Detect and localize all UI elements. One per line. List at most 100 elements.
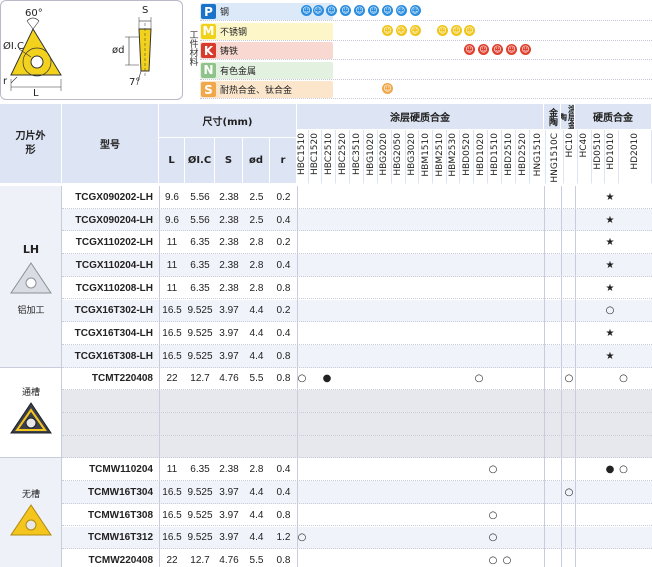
suitability-face-icon: ☺	[301, 5, 312, 16]
workpiece-material-label: 工件材料	[185, 2, 199, 100]
dim-cell: 2.5	[249, 191, 264, 203]
header-grade-hbg1020: HBG1020	[364, 130, 378, 184]
grade-label: HBM2510	[434, 133, 445, 177]
dim-cell: 0.8	[276, 350, 291, 362]
header-grade-hbd2510: HBD2510	[502, 130, 516, 184]
model-cell: TCGX110204-LH	[75, 259, 153, 271]
dim-cell: 3.97	[219, 486, 239, 498]
dim-cell: 2.38	[219, 191, 239, 203]
dim-cell: 4.76	[219, 555, 239, 567]
model-cell: TCMW16T308	[87, 509, 153, 521]
suitable-circle-icon: ○	[619, 373, 628, 385]
model-cell	[62, 390, 159, 413]
dim-cell: 16.5	[162, 328, 182, 340]
suitability-face-icon: ☺	[451, 24, 462, 36]
dim-cell: 4.4	[249, 328, 264, 340]
dim-cell	[215, 390, 243, 413]
table-row	[62, 276, 652, 300]
dim-cell: 0.8	[276, 282, 291, 294]
dim-cell: 0.4	[276, 486, 291, 498]
grade-label: HBM2530	[448, 133, 458, 177]
header-grade-hd2010: HD2010	[618, 130, 652, 184]
header-coated-cermet: 涂层金陶	[561, 104, 575, 130]
grade-label: HBC3510	[351, 133, 362, 175]
dim-cell: 3.97	[219, 350, 239, 362]
material-name: 不锈钢	[220, 27, 248, 38]
insert-drawing	[10, 17, 152, 91]
dim-cell: 9.6	[165, 214, 179, 226]
ic-label: ØI.C	[3, 41, 24, 52]
dim-cell: 12.7	[190, 555, 210, 567]
material-letter-badge: N	[201, 62, 216, 78]
suitable-circle-icon: ○	[297, 373, 307, 385]
grade-label: HBG3020	[406, 133, 417, 176]
table-row	[62, 526, 652, 550]
header-insert-shape: 刀片外形	[0, 104, 62, 184]
material-name: 铸铁	[220, 47, 239, 57]
dim-cell: 3.97	[219, 305, 239, 317]
suitable-circle-icon: ○	[474, 373, 484, 385]
recommended-star-icon: ★	[605, 282, 615, 294]
header-grade-hbg3020: HBG3020	[405, 130, 419, 184]
dim-cell	[270, 436, 297, 459]
suitability-face-icon: ☺	[382, 5, 393, 16]
shape-group-label: 通槽	[21, 387, 40, 398]
model-cell: TCMW16T312	[87, 532, 153, 544]
header-grade-hbd1510: HBD1510	[488, 130, 502, 184]
grade-label: HBD0520	[461, 133, 472, 176]
model-cell: TCMW16T304	[87, 486, 153, 498]
material-row-m: M 不锈钢 ☺ ☺ ☺ ☺ ☺ ☺	[200, 22, 652, 41]
model-cell: TCMW220408	[88, 555, 153, 567]
angle-label: 60°	[25, 8, 43, 19]
header-dimensions: 尺寸(mm)	[159, 104, 297, 138]
dim-cell: 16.5	[162, 509, 182, 521]
grade-label: HD0510	[592, 133, 603, 170]
dim-cell: 2.38	[219, 259, 239, 271]
insert-hole	[30, 55, 44, 69]
dim-cell: 0.4	[276, 328, 291, 340]
flat-insert-icon	[10, 504, 52, 536]
suitable-circle-icon: ○	[502, 555, 512, 567]
suitability-face-icon: ☺	[312, 5, 324, 16]
angle-arc	[26, 17, 40, 22]
table-row	[62, 322, 652, 345]
clearance-angle-label: 7°	[129, 77, 141, 88]
dim-cell: 16.5	[162, 350, 182, 362]
header-dim-4: r	[270, 138, 297, 184]
dim-cell	[270, 390, 297, 413]
dim-cell: 9.525	[187, 305, 213, 317]
dim-cell	[215, 413, 243, 436]
table-row	[62, 435, 652, 459]
table-row	[62, 481, 652, 504]
shape-group-label: 无槽	[21, 490, 40, 501]
suitability-face-icon: ☺	[506, 44, 517, 55]
dim-cell: 5.56	[190, 191, 210, 203]
suitability-face-icon: ☺	[437, 24, 448, 36]
dim-cell: 4.4	[249, 486, 264, 498]
model-cell: TCGX16T304-LH	[74, 328, 153, 340]
recommended-star-icon: ★	[605, 259, 615, 271]
dim-cell: 9.6	[165, 191, 179, 203]
material-letter-badge: P	[201, 4, 216, 19]
model-cell: TCGX16T302-LH	[74, 305, 153, 317]
dim-cell	[159, 390, 185, 413]
dim-cell: 2.8	[249, 259, 264, 271]
workpiece-material-text: 工件材料	[187, 30, 198, 66]
dim-cell: 2.38	[219, 282, 239, 294]
grade-label: HBG2020	[379, 133, 390, 176]
model-cell: TCMW110204	[89, 464, 153, 476]
header-dim-0: L	[159, 138, 185, 184]
table-row	[62, 390, 652, 413]
dim-cell: 4.76	[219, 373, 239, 385]
grade-label: HBC2520	[337, 133, 348, 175]
suitable-circle-icon: ○	[488, 555, 498, 567]
suitable-circle-icon: ○	[488, 532, 498, 544]
header-grade-hc10: HC10	[564, 130, 578, 184]
dim-cell	[159, 413, 185, 436]
model-cell	[62, 436, 159, 459]
material-letter-badge: K	[201, 43, 216, 58]
dim-cell: 4.4	[249, 532, 264, 544]
table-row	[62, 186, 652, 209]
model-cell: TCGX090204-LH	[75, 214, 153, 226]
grade-label: HBD2520	[517, 133, 528, 176]
